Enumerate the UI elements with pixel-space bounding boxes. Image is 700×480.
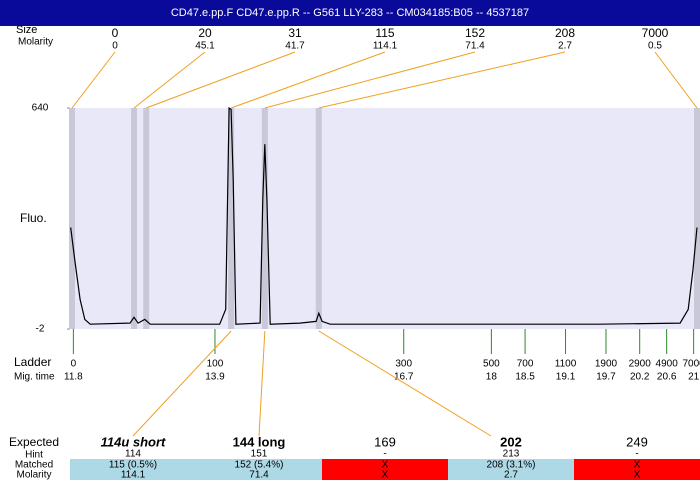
row-label: Molarity — [16, 470, 51, 480]
ladder-time: 18.5 — [515, 372, 535, 383]
ladder-time: 16.7 — [394, 372, 414, 383]
peak-molarity: 71.4 — [465, 41, 485, 52]
expected: 114u short — [101, 434, 166, 449]
match-cell — [196, 459, 322, 480]
peak-connector — [654, 51, 698, 109]
ladder-time: 20.6 — [657, 372, 677, 383]
ladder-size: 0 — [71, 359, 77, 370]
molarity-label: Molarity — [18, 37, 53, 48]
y-tick-label: 640 — [32, 103, 49, 114]
expected: 144 long — [233, 434, 286, 449]
match-cell — [448, 459, 574, 480]
peak-molarity: 0 — [112, 41, 118, 52]
peak-connector — [230, 51, 386, 109]
peak-molarity: 2.7 — [558, 41, 572, 52]
match-connector — [258, 330, 266, 437]
peak-size: 208 — [555, 26, 575, 40]
peak-size: 31 — [288, 26, 302, 40]
ladder-size: 4900 — [656, 359, 679, 370]
peak-size: 20 — [198, 26, 212, 40]
expected: 249 — [626, 434, 648, 449]
matched: X — [634, 460, 641, 471]
peak-connector — [71, 51, 116, 109]
expected: 202 — [500, 434, 522, 449]
molarity: X — [634, 470, 641, 480]
hint: - — [635, 449, 638, 460]
peak-band — [694, 108, 700, 329]
peak-band — [143, 108, 150, 329]
peak-band — [69, 108, 76, 329]
match-cell — [70, 459, 196, 480]
peak-size: 115 — [375, 26, 394, 40]
ladder-time: 18 — [486, 372, 498, 383]
row-label: Hint — [25, 450, 43, 461]
match-connector — [318, 330, 492, 437]
peak-band — [131, 108, 138, 329]
molarity: 114.1 — [121, 470, 146, 480]
match-cell — [322, 459, 448, 480]
peak-connector — [146, 51, 296, 109]
ladder-size: 500 — [483, 359, 500, 370]
y-tick-label: -2 — [36, 324, 45, 335]
peak-molarity: 41.7 — [285, 41, 305, 52]
matched: X — [382, 460, 389, 471]
ladder-size: 2900 — [629, 359, 652, 370]
ladder-size: 700 — [517, 359, 534, 370]
molarity: X — [382, 470, 389, 480]
ladder-size: 1900 — [595, 359, 618, 370]
peak-molarity: 45.1 — [195, 41, 215, 52]
peak-connector — [318, 51, 566, 109]
hint: 213 — [503, 449, 520, 460]
hint: 151 — [251, 449, 268, 460]
ladder-time: 20.2 — [630, 372, 650, 383]
peak-connector — [264, 51, 476, 109]
row-label: Expected — [9, 435, 59, 449]
chart-title: CD47.e.pp.F CD47.e.pp.R -- G561 LLY-283 … — [171, 7, 529, 19]
mig-time-label: Mig. time — [14, 372, 55, 383]
ladder-time: 19.7 — [596, 372, 616, 383]
ladder-size: 7000 — [683, 359, 700, 370]
peak-band — [228, 108, 235, 329]
ladder-label: Ladder — [14, 355, 51, 369]
peak-size: 0 — [112, 26, 119, 40]
peak-size: 7000 — [642, 26, 669, 40]
ladder-time: 19.1 — [556, 372, 576, 383]
header-bar — [0, 0, 700, 26]
y-axis-label: Fluo. — [20, 211, 47, 225]
molarity: 71.4 — [249, 470, 269, 480]
peak-band — [261, 108, 268, 329]
peak-molarity: 114.1 — [373, 41, 398, 52]
peak-molarity: 0.5 — [648, 41, 662, 52]
match-connector — [132, 330, 232, 437]
ladder-time: 11.8 — [64, 372, 83, 383]
match-cell — [574, 459, 700, 480]
peak-size: 152 — [465, 26, 485, 40]
ladder-size: 100 — [207, 359, 224, 370]
plot-area — [70, 108, 697, 329]
ladder-size: 1100 — [555, 359, 577, 370]
ladder-size: 300 — [395, 359, 412, 370]
peak-connector — [133, 51, 206, 109]
molarity: 2.7 — [504, 470, 518, 480]
trace — [70, 106, 698, 325]
row-label: Matched — [15, 460, 53, 471]
size-label: Size — [16, 24, 37, 36]
peak-band — [315, 108, 322, 329]
matched: 152 (5.4%) — [235, 460, 284, 471]
hint: 114 — [125, 449, 141, 460]
ladder-time: 13.9 — [205, 372, 225, 383]
matched: 115 (0.5%) — [109, 460, 157, 471]
hint: - — [383, 449, 386, 460]
ladder-time: 21 — [688, 372, 700, 383]
matched: 208 (3.1%) — [487, 460, 536, 471]
expected: 169 — [374, 434, 396, 449]
